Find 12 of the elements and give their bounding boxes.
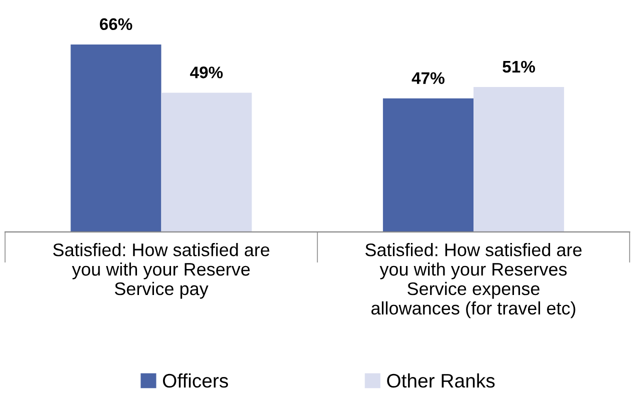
data-label: 47% xyxy=(412,72,444,84)
bar xyxy=(70,44,162,232)
x-tick-label: Satisfied: How satisfied are you with your Reserves Service expense allowances (for travel etc) xyxy=(365,243,582,318)
legend-label: Officers xyxy=(162,373,228,388)
legend-label: Other Ranks xyxy=(387,373,495,388)
bar xyxy=(474,87,564,232)
x-tick-label: Satisfied: How satisfied are you with your Reserve Service pay xyxy=(53,243,270,299)
data-label: 66% xyxy=(100,18,132,30)
bar xyxy=(161,92,252,232)
data-label: 51% xyxy=(502,60,536,73)
data-label: 49% xyxy=(190,66,223,78)
bar xyxy=(382,98,474,232)
